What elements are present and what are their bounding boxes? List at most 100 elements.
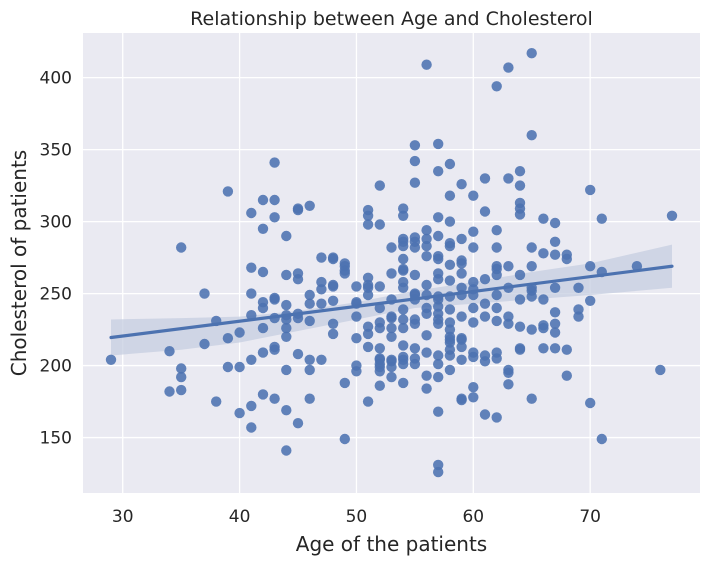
data-point bbox=[503, 261, 514, 272]
data-point bbox=[398, 210, 409, 221]
data-point bbox=[234, 327, 245, 338]
data-point bbox=[479, 311, 491, 322]
data-point bbox=[585, 184, 596, 196]
data-point bbox=[327, 253, 339, 265]
data-point bbox=[526, 261, 537, 272]
data-point bbox=[281, 445, 292, 456]
data-point bbox=[304, 364, 315, 376]
data-point bbox=[433, 166, 444, 177]
data-point bbox=[444, 275, 456, 286]
data-point bbox=[304, 289, 315, 301]
data-point bbox=[164, 386, 175, 397]
data-point bbox=[362, 219, 374, 230]
data-point bbox=[246, 400, 257, 412]
data-point bbox=[281, 331, 292, 342]
data-point bbox=[585, 295, 596, 306]
data-point bbox=[655, 364, 666, 376]
data-point bbox=[257, 223, 269, 234]
y-tick-label: 200 bbox=[40, 357, 72, 377]
data-point bbox=[281, 322, 292, 334]
data-point bbox=[199, 288, 210, 299]
data-point bbox=[327, 318, 339, 329]
x-axis-label: Age of the patients bbox=[296, 532, 487, 556]
data-point bbox=[444, 350, 456, 361]
data-point bbox=[444, 304, 456, 315]
data-point bbox=[176, 363, 187, 374]
data-point bbox=[292, 418, 304, 429]
data-point bbox=[444, 190, 456, 201]
data-point bbox=[398, 340, 409, 351]
data-point bbox=[456, 341, 467, 353]
data-point bbox=[444, 158, 456, 170]
data-point bbox=[246, 262, 257, 273]
data-point bbox=[573, 304, 584, 315]
data-point bbox=[374, 302, 385, 314]
data-point bbox=[538, 343, 549, 354]
data-point bbox=[304, 298, 315, 309]
data-point bbox=[468, 392, 479, 403]
data-point bbox=[327, 328, 339, 340]
data-point bbox=[304, 393, 315, 404]
data-point bbox=[479, 356, 491, 367]
data-point bbox=[433, 212, 444, 223]
data-point bbox=[409, 343, 421, 354]
x-tick-label: 70 bbox=[579, 507, 601, 527]
data-point bbox=[526, 393, 537, 404]
data-point bbox=[339, 433, 350, 445]
data-point bbox=[433, 318, 444, 329]
data-point bbox=[468, 276, 479, 288]
data-point bbox=[398, 282, 409, 293]
data-point bbox=[538, 294, 549, 305]
data-point bbox=[514, 209, 526, 220]
data-point bbox=[176, 371, 187, 383]
data-point bbox=[468, 382, 479, 393]
data-point bbox=[514, 344, 526, 355]
data-point bbox=[503, 318, 514, 329]
data-point bbox=[491, 412, 502, 423]
data-point bbox=[292, 204, 304, 216]
data-point bbox=[269, 212, 280, 223]
data-point bbox=[362, 396, 374, 407]
data-point bbox=[456, 334, 467, 345]
data-point bbox=[316, 276, 327, 288]
chart-title: Relationship between Age and Cholesterol bbox=[190, 8, 593, 30]
y-tick-label: 400 bbox=[40, 69, 72, 89]
data-point bbox=[362, 282, 374, 293]
data-point bbox=[444, 317, 456, 328]
data-point bbox=[503, 62, 514, 73]
data-point bbox=[433, 358, 444, 370]
data-point bbox=[281, 230, 292, 242]
data-point bbox=[514, 166, 526, 177]
data-point bbox=[292, 274, 304, 285]
data-point bbox=[409, 318, 421, 329]
data-point bbox=[444, 216, 456, 227]
data-point bbox=[374, 322, 385, 334]
data-point bbox=[339, 268, 350, 279]
data-point bbox=[549, 307, 561, 318]
data-point bbox=[105, 354, 117, 365]
data-point bbox=[503, 311, 514, 322]
data-point bbox=[433, 230, 444, 242]
data-point bbox=[444, 324, 456, 335]
data-point bbox=[374, 380, 385, 391]
data-point bbox=[514, 294, 526, 305]
data-point bbox=[398, 314, 409, 325]
data-point bbox=[257, 389, 269, 400]
data-point bbox=[433, 253, 444, 265]
data-point bbox=[549, 318, 561, 329]
x-tick-labels: 30 40 50 60 70 bbox=[112, 507, 601, 527]
data-point bbox=[503, 367, 514, 378]
y-axis-label: Cholesterol of patients bbox=[7, 150, 31, 376]
data-point bbox=[398, 322, 409, 334]
data-point bbox=[246, 207, 257, 219]
y-tick-label: 250 bbox=[40, 285, 72, 305]
data-point bbox=[585, 261, 596, 272]
data-point bbox=[421, 370, 432, 381]
data-point bbox=[421, 233, 432, 245]
data-point bbox=[479, 173, 491, 184]
x-tick-label: 30 bbox=[112, 507, 134, 527]
data-point bbox=[421, 251, 432, 262]
data-point bbox=[281, 364, 292, 376]
data-point bbox=[456, 233, 467, 245]
data-point bbox=[304, 200, 315, 211]
